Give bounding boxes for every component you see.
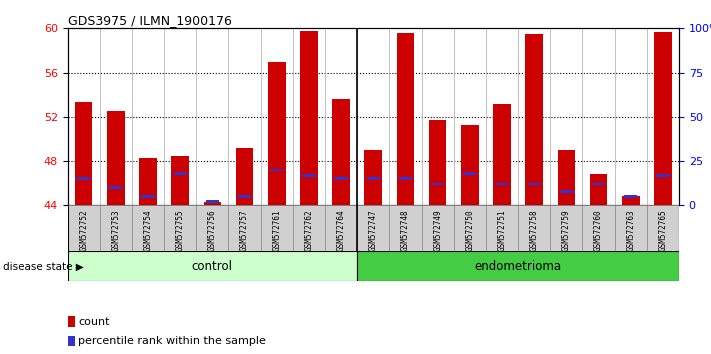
Bar [397, 33, 415, 205]
Text: disease state ▶: disease state ▶ [4, 261, 84, 272]
Bar [196, 205, 228, 251]
Text: GSM572755: GSM572755 [176, 209, 185, 251]
Bar [550, 205, 582, 251]
Bar [624, 195, 637, 198]
Bar [68, 205, 100, 251]
Text: GSM572757: GSM572757 [240, 209, 249, 251]
Text: GDS3975 / ILMN_1900176: GDS3975 / ILMN_1900176 [68, 14, 231, 27]
Text: GSM572750: GSM572750 [465, 209, 474, 251]
Bar [422, 205, 454, 251]
Bar [557, 150, 575, 205]
Bar [647, 205, 679, 251]
Text: GSM572752: GSM572752 [79, 209, 88, 251]
Text: GSM572758: GSM572758 [530, 209, 539, 251]
Text: count: count [78, 317, 109, 327]
Bar [614, 205, 647, 251]
Bar [592, 183, 605, 185]
Bar [68, 251, 357, 281]
Bar [293, 205, 325, 251]
Bar [518, 205, 550, 251]
Bar [357, 251, 679, 281]
Bar [228, 205, 261, 251]
Bar [654, 32, 672, 205]
Bar [302, 174, 316, 177]
Text: GSM572751: GSM572751 [498, 209, 506, 251]
Text: GSM572747: GSM572747 [369, 209, 378, 251]
Text: GSM572753: GSM572753 [112, 209, 120, 251]
Bar [75, 102, 92, 205]
Bar [390, 205, 422, 251]
Text: GSM572759: GSM572759 [562, 209, 571, 251]
Text: GSM572763: GSM572763 [626, 209, 635, 251]
Bar [238, 195, 251, 198]
Bar [107, 111, 124, 205]
Bar [203, 202, 221, 205]
Bar [141, 195, 154, 198]
Text: GSM572754: GSM572754 [144, 209, 152, 251]
Bar [261, 205, 293, 251]
Bar [357, 205, 390, 251]
Bar [270, 169, 284, 171]
Text: endometrioma: endometrioma [474, 260, 562, 273]
Bar [68, 316, 75, 327]
Bar [560, 190, 573, 193]
Bar [205, 200, 219, 203]
Bar [268, 62, 286, 205]
Bar [622, 196, 640, 205]
Bar [164, 205, 196, 251]
Text: GSM572749: GSM572749 [433, 209, 442, 251]
Bar [525, 34, 543, 205]
Bar [399, 177, 412, 180]
Bar [463, 172, 476, 175]
Bar [68, 336, 75, 346]
Text: GSM572765: GSM572765 [658, 209, 668, 251]
Bar [365, 150, 382, 205]
Bar [431, 183, 444, 185]
Bar [461, 125, 479, 205]
Text: GSM572748: GSM572748 [401, 209, 410, 251]
Bar [496, 183, 508, 185]
Bar [454, 205, 486, 251]
Bar [173, 172, 187, 175]
Bar [429, 120, 447, 205]
Bar [367, 177, 380, 180]
Bar [493, 103, 510, 205]
Text: GSM572764: GSM572764 [336, 209, 346, 251]
Text: GSM572762: GSM572762 [304, 209, 314, 251]
Text: GSM572761: GSM572761 [272, 209, 282, 251]
Text: control: control [192, 260, 233, 273]
Bar [235, 148, 253, 205]
Text: GSM572756: GSM572756 [208, 209, 217, 251]
Bar [77, 177, 90, 180]
Bar [300, 30, 318, 205]
Bar [656, 174, 670, 177]
Bar [332, 99, 350, 205]
Bar [528, 183, 541, 185]
Bar [139, 158, 157, 205]
Bar [132, 205, 164, 251]
Text: GSM572760: GSM572760 [594, 209, 603, 251]
Bar [334, 177, 348, 180]
Bar [589, 175, 607, 205]
Bar [109, 186, 122, 189]
Bar [100, 205, 132, 251]
Bar [325, 205, 357, 251]
Bar [486, 205, 518, 251]
Bar [171, 155, 189, 205]
Bar [582, 205, 614, 251]
Text: percentile rank within the sample: percentile rank within the sample [78, 336, 266, 346]
